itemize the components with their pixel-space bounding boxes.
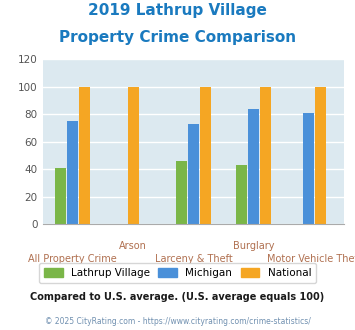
Text: Motor Vehicle Theft: Motor Vehicle Theft — [267, 253, 355, 264]
Bar — [188, 124, 199, 224]
Text: © 2025 CityRating.com - https://www.cityrating.com/crime-statistics/: © 2025 CityRating.com - https://www.city… — [45, 317, 310, 326]
Text: Burglary: Burglary — [233, 241, 274, 251]
Text: Larceny & Theft: Larceny & Theft — [154, 253, 233, 264]
Bar — [260, 87, 272, 224]
Bar — [67, 121, 78, 224]
Bar — [248, 109, 260, 224]
Text: Property Crime Comparison: Property Crime Comparison — [59, 30, 296, 45]
Text: All Property Crime: All Property Crime — [28, 253, 117, 264]
Bar — [127, 87, 139, 224]
Legend: Lathrup Village, Michigan, National: Lathrup Village, Michigan, National — [39, 263, 316, 283]
Bar — [79, 87, 91, 224]
Text: 2019 Lathrup Village: 2019 Lathrup Village — [88, 3, 267, 18]
Bar — [55, 168, 66, 224]
Bar — [236, 165, 247, 224]
Bar — [200, 87, 211, 224]
Bar — [176, 161, 187, 224]
Bar — [302, 113, 314, 224]
Text: Arson: Arson — [119, 241, 147, 251]
Text: Compared to U.S. average. (U.S. average equals 100): Compared to U.S. average. (U.S. average … — [31, 292, 324, 302]
Bar — [315, 87, 326, 224]
